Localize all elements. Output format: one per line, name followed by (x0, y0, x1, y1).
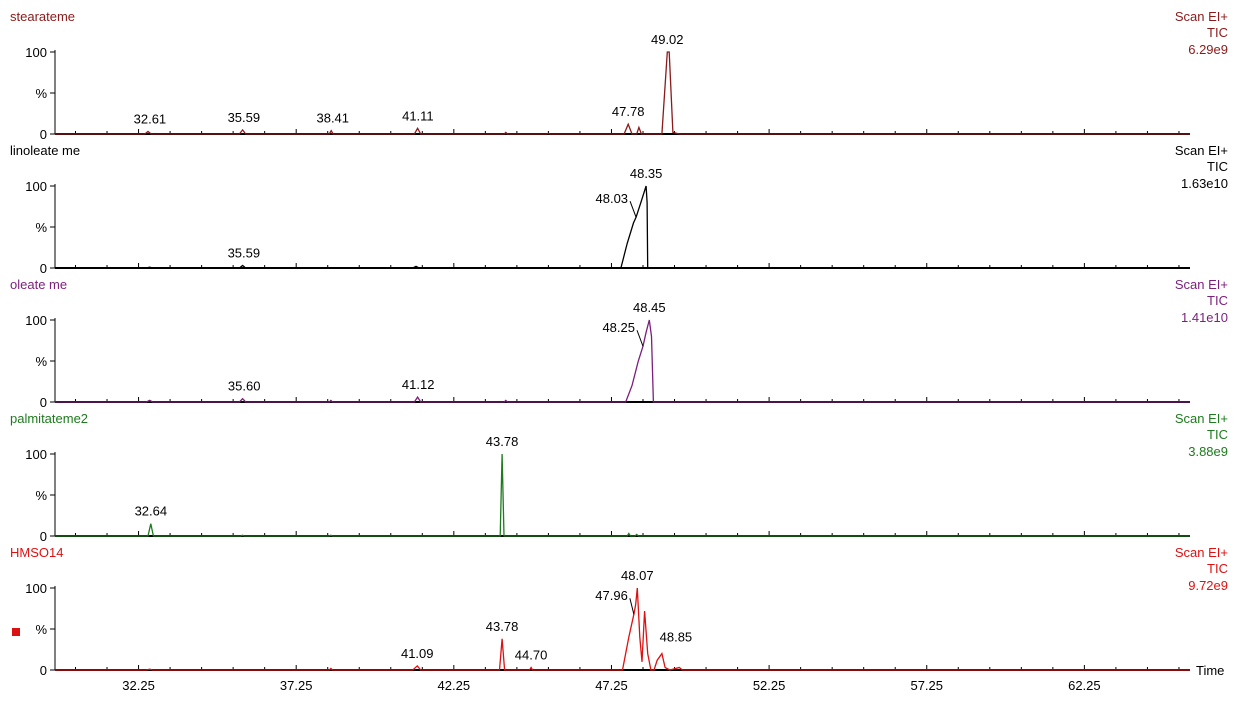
y-tick-label: % (35, 354, 47, 369)
chromatogram-trace (55, 587, 1190, 671)
x-tick-label: 37.25 (280, 678, 313, 693)
chromatogram-trace (55, 185, 1190, 269)
chromatogram-panel: stearateme Scan EI+TIC 6.29e9 100% 0 32.61 35.… (10, 9, 1228, 142)
peak-label: 35.59 (228, 246, 261, 261)
peak-label: 48.03 (596, 191, 629, 206)
x-tick-label: 62.25 (1068, 678, 1101, 693)
panel-sample-name: linoleate me (10, 143, 80, 158)
panel-tic-label: TIC (1207, 159, 1228, 174)
peak-label: 48.25 (602, 320, 635, 335)
peak-label: 48.07 (621, 568, 654, 583)
chromatogram-trace (55, 453, 1190, 537)
peak-label: 41.09 (401, 646, 434, 661)
panel-intensity-label: 9.72e9 (1188, 578, 1228, 593)
x-axis-label: Time (1196, 663, 1224, 678)
panel-sample-name: palmitateme2 (10, 411, 88, 426)
peak-leader-line (629, 598, 635, 615)
y-tick-label: % (35, 488, 47, 503)
panel-sample-name: oleate me (10, 277, 67, 292)
panel-tic-label: TIC (1207, 25, 1228, 40)
panel-scan-label: Scan EI+ (1175, 9, 1228, 24)
peak-label: 38.41 (316, 111, 349, 126)
peak-label: 43.78 (486, 619, 519, 634)
chromatogram-trace (55, 51, 1190, 135)
chromatogram-panel: oleate me Scan EI+TIC 1.41e10 100% 0 35.60 41.… (10, 277, 1228, 410)
y-tick-label: 0 (40, 127, 47, 142)
chromatogram-panel: HMSO14 Scan EI+TIC 9.72e9 100% 0 41.09 43.78 44… (10, 545, 1228, 693)
peak-label: 32.64 (135, 504, 168, 519)
chromatogram-panel: palmitateme2 Scan EI+TIC 3.88e9 100% 0 32.64 4… (10, 411, 1228, 544)
panel-sample-name: stearateme (10, 9, 75, 24)
y-tick-label: 0 (40, 261, 47, 276)
peak-label: 41.12 (402, 377, 435, 392)
panel-scan-label: Scan EI+ (1175, 143, 1228, 158)
x-tick-label: 57.25 (910, 678, 943, 693)
y-tick-label: 0 (40, 395, 47, 410)
peak-label: 49.02 (651, 32, 684, 47)
peak-label: 48.35 (630, 166, 663, 181)
peak-label: 32.61 (134, 112, 167, 127)
panel-tic-label: TIC (1207, 561, 1228, 576)
chromatogram-panel: linoleate me Scan EI+TIC 1.63e10 100% 0 35.59… (10, 143, 1228, 276)
peak-label: 44.70 (515, 648, 548, 663)
peak-label: 48.45 (633, 300, 666, 315)
panel-sample-name: HMSO14 (10, 545, 63, 560)
peak-label: 48.85 (660, 630, 693, 645)
peak-label: 47.96 (595, 588, 628, 603)
panel-scan-label: Scan EI+ (1175, 411, 1228, 426)
y-tick-label: 0 (40, 663, 47, 678)
peak-label: 43.78 (486, 434, 519, 449)
panel-intensity-label: 1.63e10 (1181, 176, 1228, 191)
panel-intensity-label: 6.29e9 (1188, 42, 1228, 57)
peak-leader-line (636, 330, 644, 347)
legend-marker-square (12, 628, 20, 636)
y-tick-label: % (35, 220, 47, 235)
panel-tic-label: TIC (1207, 293, 1228, 308)
y-tick-label: % (35, 86, 47, 101)
panel-intensity-label: 1.41e10 (1181, 310, 1228, 325)
panel-tic-label: TIC (1207, 427, 1228, 442)
x-tick-label: 32.25 (122, 678, 155, 693)
peak-label: 47.78 (612, 104, 645, 119)
panel-scan-label: Scan EI+ (1175, 545, 1228, 560)
x-tick-label: 52.25 (753, 678, 786, 693)
y-tick-label: 100 (25, 313, 47, 328)
x-tick-label: 47.25 (595, 678, 628, 693)
peak-label: 35.60 (228, 379, 261, 394)
y-tick-label: 100 (25, 581, 47, 596)
panel-scan-label: Scan EI+ (1175, 277, 1228, 292)
x-tick-label: 42.25 (438, 678, 471, 693)
y-tick-label: 100 (25, 179, 47, 194)
chromatogram-trace (55, 319, 1190, 403)
peak-leader-line (629, 200, 637, 218)
y-tick-label: % (35, 622, 47, 637)
panel-intensity-label: 3.88e9 (1188, 444, 1228, 459)
y-tick-label: 100 (25, 45, 47, 60)
y-tick-label: 0 (40, 529, 47, 544)
y-tick-label: 100 (25, 447, 47, 462)
peak-label: 41.11 (402, 108, 434, 123)
peak-label: 35.59 (228, 110, 261, 125)
